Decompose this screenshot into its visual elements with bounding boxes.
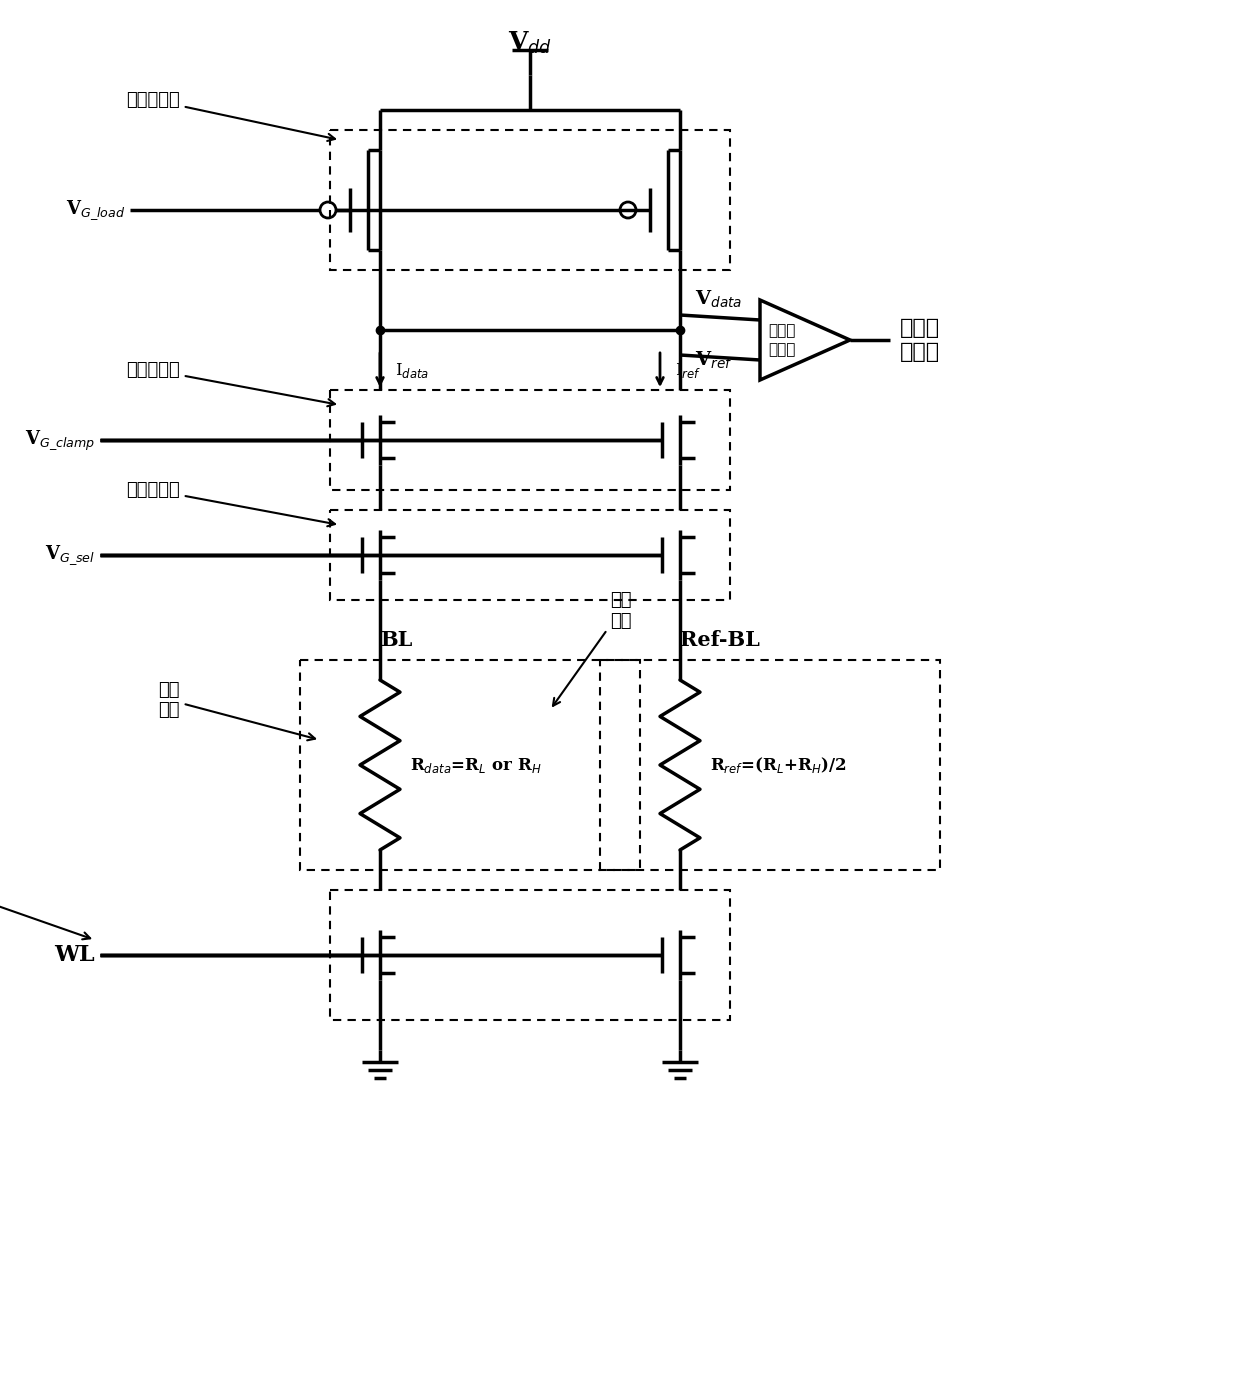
Text: R$_{data}$=R$_L$ or R$_H$: R$_{data}$=R$_L$ or R$_H$	[410, 755, 542, 774]
Bar	[330, 890, 730, 1020]
Text: Ref-BL: Ref-BL	[680, 630, 760, 650]
Text: 位线晶体管: 位线晶体管	[126, 481, 335, 527]
Bar	[330, 131, 730, 270]
Bar	[330, 390, 730, 489]
Text: V$_{G\_load}$: V$_{G\_load}$	[66, 198, 125, 221]
Text: BL: BL	[379, 630, 413, 650]
Text: V$_{dd}$: V$_{dd}$	[508, 30, 552, 56]
Text: 参考
单元: 参考 单元	[553, 591, 631, 705]
Text: WL: WL	[55, 945, 95, 967]
Bar	[300, 660, 640, 870]
Text: R$_{ref}$=(R$_L$+R$_H$)/2: R$_{ref}$=(R$_L$+R$_H$)/2	[711, 755, 847, 776]
Text: I$_{data}$: I$_{data}$	[396, 360, 429, 380]
Text: V$_{ref}$: V$_{ref}$	[694, 351, 733, 371]
Bar	[600, 660, 940, 870]
Text: 鈗位晶体管: 鈗位晶体管	[126, 362, 335, 406]
Text: 字线: 字线	[0, 866, 91, 939]
Bar	[330, 510, 730, 600]
Text: V$_{data}$: V$_{data}$	[694, 289, 743, 309]
Text: V$_{G\_clamp}$: V$_{G\_clamp}$	[25, 428, 95, 452]
Text: V$_{G\_sel}$: V$_{G\_sel}$	[45, 543, 95, 566]
Text: 信号判
决模块: 信号判 决模块	[768, 323, 795, 356]
Text: 数据读
取结果: 数据读 取结果	[900, 318, 940, 363]
Text: I$_{ref}$: I$_{ref}$	[675, 360, 702, 380]
Text: 负载晶体管: 负载晶体管	[126, 91, 335, 142]
Text: 数据
单元: 数据 单元	[159, 681, 315, 740]
